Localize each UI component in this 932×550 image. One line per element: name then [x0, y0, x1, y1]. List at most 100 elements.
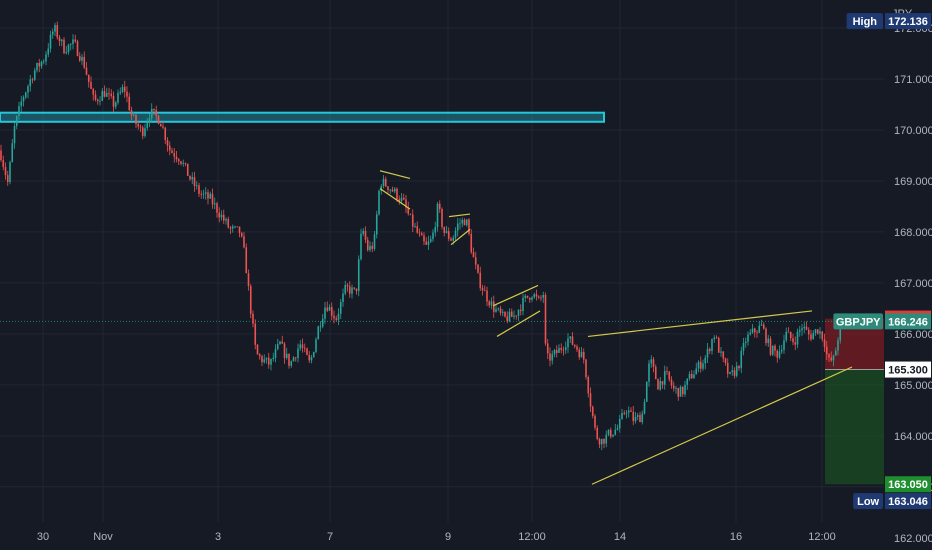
candle[interactable]	[499, 305, 502, 316]
candle[interactable]	[537, 295, 540, 300]
candle[interactable]	[213, 197, 216, 210]
candle[interactable]	[580, 346, 583, 358]
candle[interactable]	[261, 354, 263, 366]
candle[interactable]	[747, 331, 749, 346]
candle[interactable]	[36, 62, 38, 73]
candle[interactable]	[753, 327, 756, 338]
candle[interactable]	[189, 175, 191, 181]
candle[interactable]	[123, 80, 126, 98]
candle[interactable]	[159, 123, 162, 127]
candle[interactable]	[729, 371, 731, 375]
candle[interactable]	[501, 309, 504, 317]
candle[interactable]	[722, 351, 725, 363]
candle[interactable]	[130, 106, 133, 121]
candle[interactable]	[612, 434, 614, 438]
candle[interactable]	[837, 337, 839, 356]
candle[interactable]	[101, 88, 104, 102]
candle[interactable]	[180, 160, 182, 166]
candle[interactable]	[819, 327, 821, 339]
candle[interactable]	[9, 160, 11, 185]
candle[interactable]	[690, 370, 693, 379]
target-price-tag[interactable]: 163.050	[885, 476, 931, 493]
candle[interactable]	[576, 344, 578, 353]
candle[interactable]	[393, 187, 396, 194]
candle[interactable]	[641, 410, 644, 425]
candle[interactable]	[648, 359, 650, 387]
candle[interactable]	[416, 221, 419, 234]
candle[interactable]	[434, 221, 437, 237]
candle[interactable]	[681, 386, 684, 397]
candle[interactable]	[740, 346, 743, 374]
candle[interactable]	[411, 209, 414, 233]
candle[interactable]	[308, 350, 311, 364]
candle[interactable]	[229, 226, 232, 235]
candle[interactable]	[603, 438, 605, 449]
candle[interactable]	[33, 67, 36, 81]
candle[interactable]	[474, 251, 477, 270]
candle[interactable]	[796, 328, 799, 349]
candle[interactable]	[299, 340, 302, 351]
candle[interactable]	[441, 207, 443, 230]
candle[interactable]	[119, 87, 122, 96]
candle[interactable]	[375, 210, 378, 239]
candle[interactable]	[564, 341, 567, 355]
candle[interactable]	[751, 324, 754, 334]
candle[interactable]	[20, 95, 23, 112]
candle[interactable]	[497, 307, 500, 312]
candle[interactable]	[506, 311, 509, 324]
candle[interactable]	[236, 226, 239, 228]
candle[interactable]	[139, 124, 142, 132]
candle[interactable]	[760, 319, 763, 326]
candle[interactable]	[330, 302, 333, 321]
candle[interactable]	[301, 338, 304, 353]
candle[interactable]	[562, 346, 565, 356]
candle[interactable]	[247, 269, 250, 291]
candle[interactable]	[596, 425, 599, 441]
candle[interactable]	[510, 308, 513, 317]
candle[interactable]	[528, 297, 531, 304]
candle[interactable]	[798, 325, 801, 337]
candle[interactable]	[571, 332, 574, 346]
candle[interactable]	[94, 90, 97, 102]
candle[interactable]	[31, 77, 34, 84]
candle[interactable]	[306, 347, 308, 356]
candle[interactable]	[762, 322, 765, 330]
candle[interactable]	[121, 84, 124, 94]
candle[interactable]	[211, 188, 214, 209]
candle[interactable]	[697, 360, 700, 373]
candle[interactable]	[243, 232, 245, 249]
candle[interactable]	[828, 353, 830, 363]
candle[interactable]	[339, 299, 342, 320]
candle[interactable]	[150, 103, 153, 123]
candle[interactable]	[738, 365, 740, 371]
candle[interactable]	[429, 235, 432, 244]
candle[interactable]	[267, 352, 270, 369]
candle[interactable]	[650, 355, 653, 368]
candle[interactable]	[83, 51, 86, 70]
candle[interactable]	[555, 345, 558, 358]
candle[interactable]	[553, 348, 556, 358]
candle[interactable]	[515, 315, 518, 320]
candle[interactable]	[794, 336, 797, 351]
candle[interactable]	[830, 351, 833, 362]
candle[interactable]	[87, 74, 90, 88]
candle[interactable]	[225, 217, 227, 225]
trendline[interactable]	[379, 188, 411, 210]
candle[interactable]	[774, 344, 776, 357]
candle[interactable]	[270, 358, 272, 371]
candle[interactable]	[715, 335, 718, 339]
candle[interactable]	[540, 295, 542, 302]
candle[interactable]	[567, 333, 569, 353]
candle[interactable]	[290, 360, 293, 368]
candle[interactable]	[67, 43, 70, 55]
candle[interactable]	[702, 359, 704, 371]
candle[interactable]	[423, 232, 425, 246]
candle[interactable]	[85, 62, 88, 76]
candle[interactable]	[706, 343, 709, 363]
candle[interactable]	[355, 288, 358, 295]
trendline[interactable]	[496, 310, 541, 337]
candle[interactable]	[436, 201, 439, 232]
candle[interactable]	[731, 365, 734, 376]
candle[interactable]	[272, 352, 275, 362]
candle[interactable]	[310, 354, 313, 364]
